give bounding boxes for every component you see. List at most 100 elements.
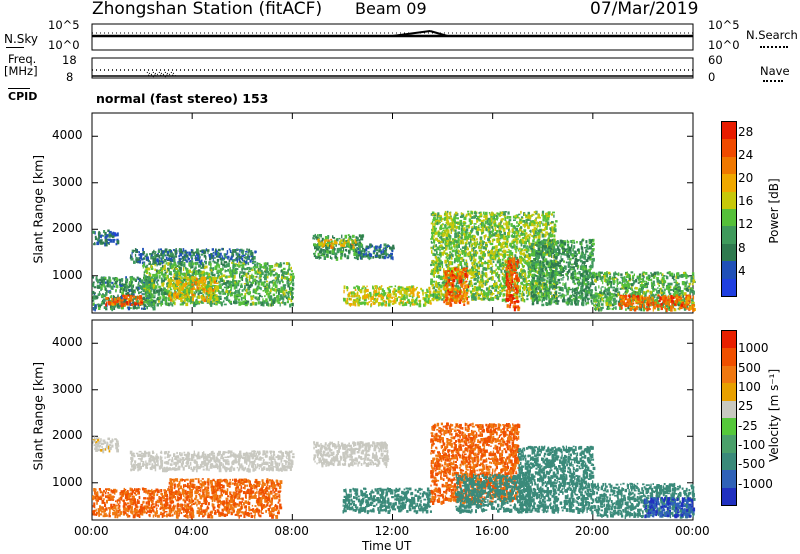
echo-cell bbox=[109, 296, 112, 299]
echo-cell bbox=[206, 285, 209, 289]
echo-cell bbox=[168, 272, 172, 275]
echo-cell bbox=[365, 289, 369, 292]
echo-cell bbox=[125, 292, 128, 297]
echo-cell bbox=[327, 250, 330, 254]
echo-cell bbox=[527, 287, 531, 291]
echo-cell bbox=[232, 264, 235, 269]
echo-cell bbox=[143, 281, 145, 285]
echo-cell bbox=[247, 255, 250, 258]
echo-cell bbox=[513, 239, 516, 244]
echo-cell bbox=[503, 264, 506, 268]
echo-cell bbox=[383, 302, 385, 306]
echo-cell bbox=[146, 259, 149, 262]
echo-cell bbox=[215, 289, 218, 292]
echo-cell bbox=[145, 293, 148, 296]
echo-cell bbox=[216, 252, 220, 256]
echo-cell bbox=[251, 258, 255, 261]
echo-cell bbox=[158, 275, 161, 279]
echo-cell bbox=[198, 256, 201, 259]
echo-cell bbox=[510, 223, 513, 227]
echo-cell bbox=[406, 301, 409, 304]
echo-cell bbox=[455, 282, 458, 286]
echo-cell bbox=[148, 301, 151, 304]
echo-cell bbox=[250, 296, 254, 300]
echo-cell bbox=[138, 251, 140, 254]
echo-cell bbox=[540, 231, 543, 234]
echo-cell bbox=[430, 278, 433, 281]
echo-cell bbox=[150, 264, 153, 268]
echo-cell bbox=[145, 279, 148, 283]
echo-cell bbox=[149, 273, 152, 276]
echo-cell bbox=[198, 300, 202, 303]
echo-cell bbox=[210, 265, 212, 268]
echo-cell bbox=[456, 280, 460, 285]
echo-cell bbox=[366, 302, 369, 305]
echo-cell bbox=[346, 255, 350, 259]
echo-cell bbox=[418, 303, 422, 308]
echo-cell bbox=[190, 281, 194, 285]
echo-cell bbox=[209, 301, 213, 306]
echo-cell bbox=[275, 290, 278, 294]
echo-cell bbox=[468, 241, 470, 245]
echo-cell bbox=[322, 250, 326, 254]
echo-cell bbox=[512, 226, 516, 229]
echo-cell bbox=[265, 292, 268, 296]
echo-cell bbox=[188, 269, 191, 273]
echo-cell bbox=[185, 280, 188, 282]
echo-cell bbox=[264, 286, 266, 291]
echo-cell bbox=[491, 238, 494, 243]
echo-cell bbox=[222, 258, 225, 261]
echo-cell bbox=[287, 270, 289, 273]
echo-cell bbox=[116, 240, 120, 245]
echo-cell bbox=[437, 262, 441, 265]
echo-cell bbox=[358, 234, 361, 238]
echo-cell bbox=[250, 255, 253, 258]
echo-cell bbox=[145, 267, 148, 271]
echo-cell bbox=[212, 291, 215, 294]
echo-cell bbox=[415, 288, 417, 291]
echo-cell bbox=[289, 303, 292, 308]
echo-cell bbox=[516, 243, 518, 246]
echo-cell bbox=[391, 303, 395, 305]
echo-cell bbox=[553, 267, 555, 269]
echo-cell bbox=[135, 286, 139, 290]
echo-cell bbox=[157, 283, 159, 286]
echo-cell bbox=[461, 291, 463, 294]
echo-cell bbox=[238, 294, 241, 298]
echo-cell bbox=[167, 284, 170, 288]
echo-cell bbox=[241, 257, 243, 260]
echo-cell bbox=[422, 290, 424, 294]
echo-cell bbox=[475, 238, 478, 241]
echo-cell bbox=[459, 241, 462, 245]
echo-cell bbox=[135, 257, 138, 260]
echo-cell bbox=[506, 251, 510, 253]
echo-cell bbox=[346, 302, 348, 305]
echo-cell bbox=[380, 244, 382, 247]
echo-cell bbox=[220, 268, 223, 271]
echo-cell bbox=[167, 287, 169, 290]
echo-cell bbox=[161, 257, 163, 262]
echo-cell bbox=[336, 249, 340, 254]
echo-cell bbox=[324, 242, 326, 245]
echo-cell bbox=[464, 238, 467, 241]
echo-cell bbox=[515, 227, 518, 231]
echo-cell bbox=[546, 273, 549, 277]
echo-cell bbox=[216, 263, 220, 267]
echo-cell bbox=[222, 292, 225, 295]
echo-cell bbox=[378, 246, 381, 249]
echo-cell bbox=[100, 279, 104, 284]
echo-cell bbox=[244, 272, 248, 277]
echo-cell bbox=[241, 255, 244, 258]
echo-cell bbox=[132, 277, 135, 280]
echo-cell bbox=[487, 259, 491, 263]
echo-cell bbox=[481, 231, 483, 235]
echo-cell bbox=[454, 285, 456, 287]
echo-cell bbox=[461, 233, 463, 237]
echo-cell bbox=[450, 261, 454, 266]
echo-cell bbox=[214, 252, 218, 256]
echo-cell bbox=[554, 228, 557, 233]
echo-cell bbox=[393, 287, 396, 292]
echo-cell bbox=[429, 291, 431, 295]
echo-cell bbox=[485, 241, 488, 246]
echo-cell bbox=[517, 267, 519, 269]
